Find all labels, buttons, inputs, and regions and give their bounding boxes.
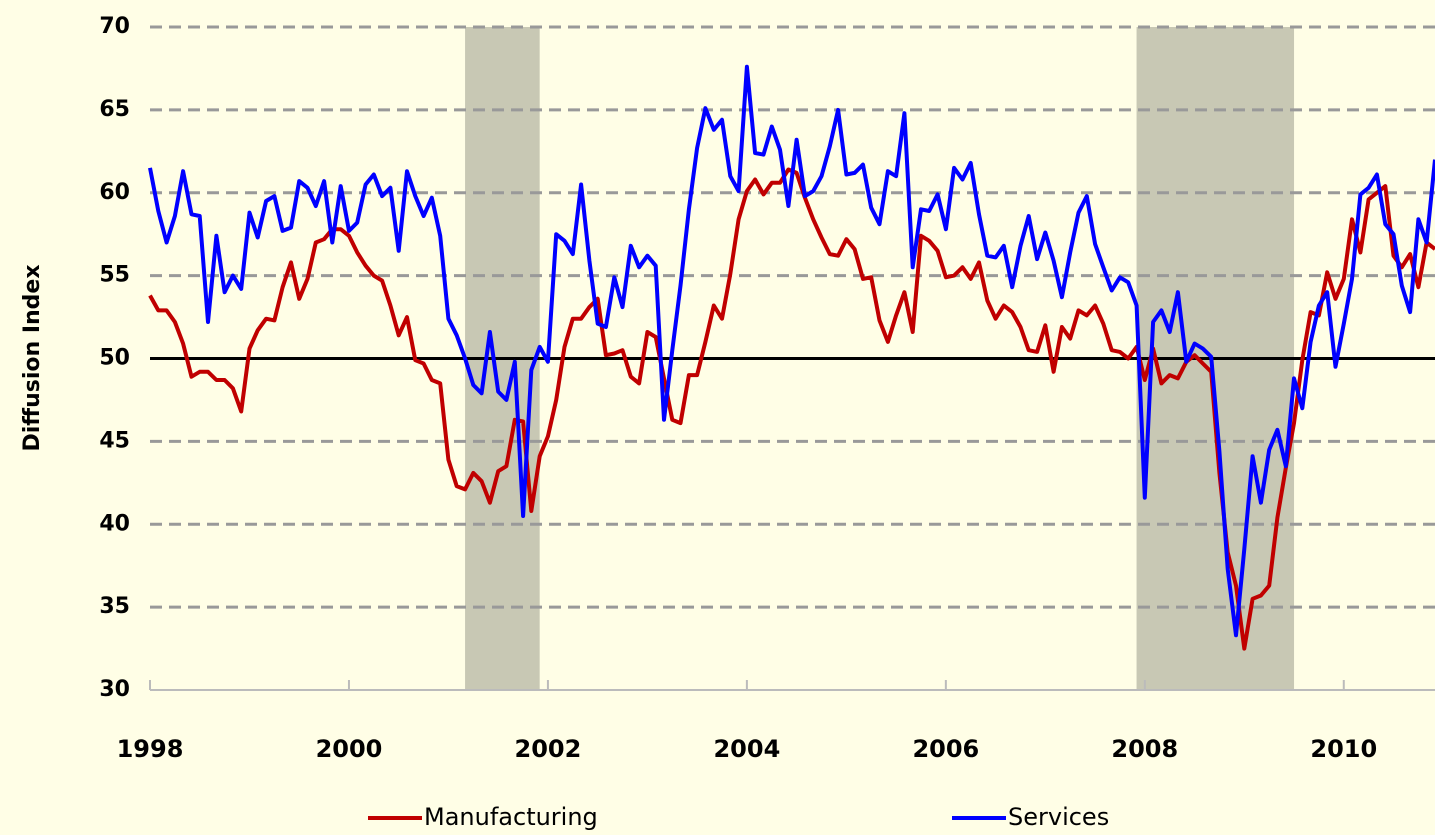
- x-tick-label: 2010: [1310, 735, 1377, 763]
- x-tick-label: 2000: [316, 735, 383, 763]
- x-tick-label: 2002: [515, 735, 582, 763]
- y-tick-label: 55: [99, 263, 130, 288]
- series-line: [148, 64, 1435, 638]
- y-tick-label: 50: [99, 346, 130, 371]
- y-tick-label: 40: [99, 511, 130, 536]
- y-tick-label: 70: [99, 14, 130, 39]
- legend-label: Manufacturing: [424, 803, 598, 831]
- x-tick-label: 2008: [1111, 735, 1178, 763]
- legend-label: Services: [1008, 803, 1109, 831]
- y-tick-label: 45: [99, 428, 130, 453]
- x-tick-label: 1998: [117, 735, 184, 763]
- y-tick-label: 30: [99, 677, 130, 702]
- y-tick-label: 60: [99, 180, 130, 205]
- y-axis-title: Diffusion Index: [20, 264, 45, 451]
- x-tick-label: 2004: [713, 735, 780, 763]
- y-tick-label: 35: [99, 594, 130, 619]
- y-tick-label: 65: [99, 97, 130, 122]
- x-tick-label: 2006: [912, 735, 979, 763]
